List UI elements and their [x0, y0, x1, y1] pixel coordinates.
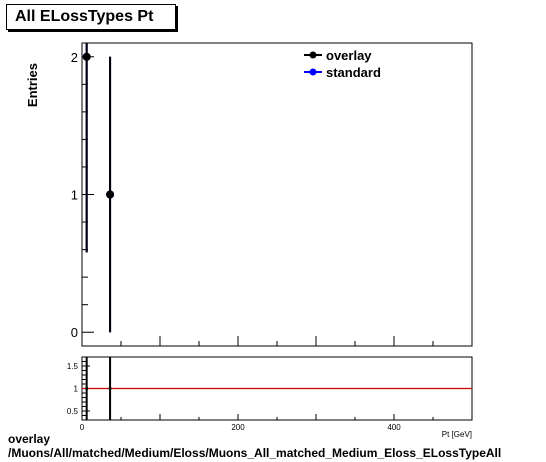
legend-marker-standard — [309, 68, 317, 76]
y-tick-label: 2 — [71, 50, 78, 65]
title-box: All ELossTypes Pt — [6, 4, 176, 30]
page-title: All ELossTypes Pt — [15, 8, 154, 25]
x-tick-label: 0 — [80, 423, 85, 432]
y-axis-label: Entries — [25, 63, 40, 107]
ratio-data-point — [108, 387, 112, 390]
overlay-data-point — [82, 52, 91, 61]
footer-path: /Muons/All/matched/Medium/Eloss/Muons_Al… — [8, 446, 502, 460]
x-tick-label: 400 — [387, 423, 401, 432]
legend-label-overlay: overlay — [326, 48, 372, 63]
y-tick-label: 1 — [71, 188, 78, 203]
ratio-y-tick-label: 1 — [74, 385, 79, 394]
ratio-y-tick-label: 1.5 — [67, 362, 79, 371]
legend-label-standard: standard — [326, 65, 381, 80]
y-tick-label: 0 — [71, 325, 78, 340]
ratio-y-tick-label: 0.5 — [67, 407, 79, 416]
overlay-data-point — [106, 190, 115, 199]
main-plot-frame — [81, 42, 473, 347]
footer-label: overlay — [8, 432, 51, 446]
legend-marker-overlay — [309, 51, 317, 59]
ratio-data-point — [85, 387, 89, 390]
x-tick-label: 200 — [231, 423, 245, 432]
x-axis-label: Pt [GeV] — [442, 430, 472, 439]
